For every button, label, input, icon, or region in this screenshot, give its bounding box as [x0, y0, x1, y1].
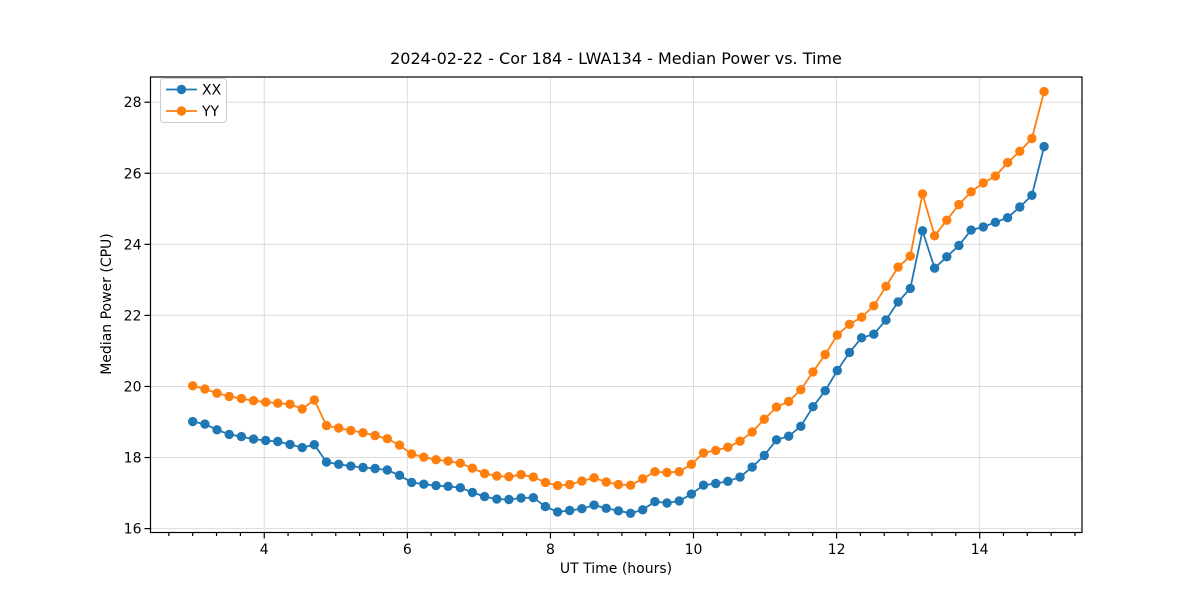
x-tick-label: 6 [403, 542, 412, 558]
y-tick-label: 18 [124, 451, 142, 467]
x-tick-label: 10 [685, 542, 703, 558]
chart-title: 2024-02-22 - Cor 184 - LWA134 - Median P… [390, 49, 842, 68]
x-tick-label: 8 [546, 542, 555, 558]
y-axis: 16 18 20 22 24 26 28 [124, 95, 151, 538]
y-tick-label: 20 [124, 379, 142, 395]
series-YY-line [192, 91, 1045, 487]
legend: XX YY [160, 78, 227, 123]
series-XX-line [192, 146, 1045, 515]
y-tick-label: 28 [124, 95, 142, 111]
series-XX [188, 141, 1049, 518]
x-tick-label: 14 [971, 542, 989, 558]
legend-label: XX [202, 83, 222, 99]
legend-label: YY [201, 104, 220, 120]
y-tick-label: 16 [124, 522, 142, 538]
y-tick-label: 22 [124, 308, 142, 324]
series-XX-markers [188, 141, 1049, 518]
y-tick-label: 26 [124, 166, 142, 182]
y-axis-label: Median Power (CPU) [99, 233, 115, 375]
x-axis-label: UT Time (hours) [559, 561, 673, 577]
x-tick-label: 4 [260, 542, 269, 558]
plot-border [149, 76, 1083, 534]
grid-lines [150, 77, 1082, 533]
legend-marker-sample [176, 106, 187, 116]
x-tick-label: 12 [828, 542, 846, 558]
y-tick-label: 24 [124, 237, 142, 253]
x-axis: 4 6 8 10 12 14 [168, 532, 1076, 558]
legend-marker-sample [176, 84, 187, 95]
series-YY [188, 86, 1049, 491]
series-YY-markers [188, 86, 1049, 491]
